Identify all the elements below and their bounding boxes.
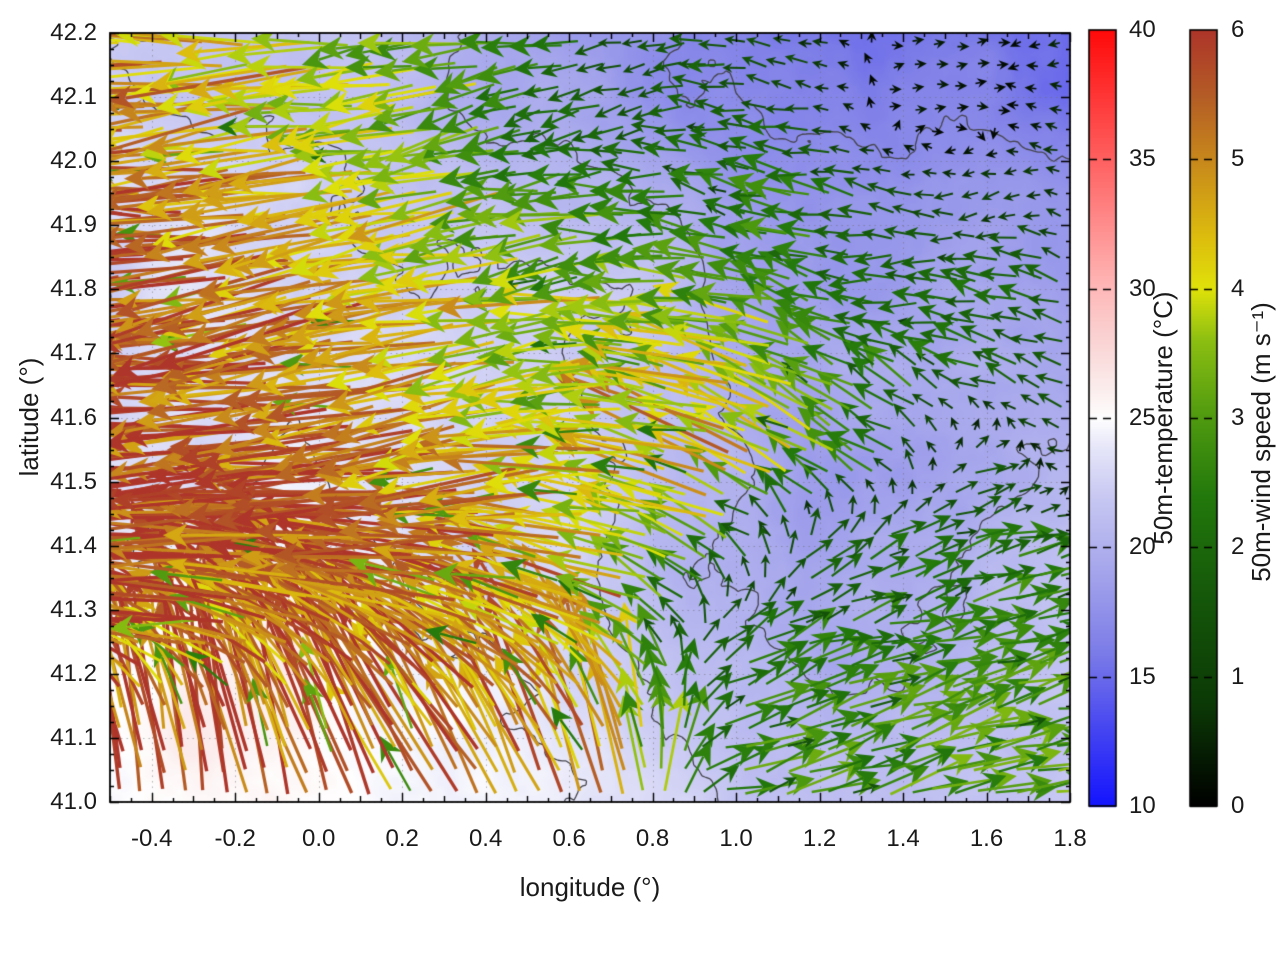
y-tick-label: 41.3 <box>50 595 97 623</box>
y-tick-label: 41.1 <box>50 723 97 751</box>
x-tick-label: 0.8 <box>635 825 670 852</box>
y-tick-label: 41.7 <box>50 339 97 367</box>
temperature-colorbar-tick-label: 30 <box>1129 274 1156 302</box>
y-tick-label: 41.6 <box>50 403 97 431</box>
x-tick-label: -0.2 <box>214 825 256 852</box>
y-axis-title: latitude (°) <box>14 357 44 477</box>
windspeed-colorbar-tick-label: 5 <box>1231 145 1245 173</box>
windspeed-colorbar-tick-label: 1 <box>1231 662 1245 690</box>
y-tick-label: 41.5 <box>50 467 97 495</box>
temperature-colorbar-tick-label: 40 <box>1129 16 1156 43</box>
temperature-colorbar-tick-label: 35 <box>1129 145 1156 173</box>
x-tick-label: 1.2 <box>802 825 837 852</box>
x-axis-title: longitude (°) <box>519 872 661 902</box>
y-tick-label: 41.8 <box>50 275 97 303</box>
y-tick-label: 41.4 <box>50 531 97 559</box>
windspeed-colorbar-tick-label: 0 <box>1231 792 1245 819</box>
windspeed-colorbar-tick-label: 6 <box>1231 16 1245 43</box>
windspeed-colorbar-tick-label: 3 <box>1231 404 1245 431</box>
x-tick-label: 1.8 <box>1053 825 1087 852</box>
x-tick-label: 0.4 <box>468 825 503 852</box>
temperature-colorbar-tick-label: 25 <box>1129 404 1156 431</box>
y-tick-label: 41.2 <box>50 659 97 687</box>
temperature-colorbar-tick-label: 15 <box>1129 662 1156 690</box>
windspeed-colorbar-title: 50m-wind speed (m s⁻¹) <box>1246 302 1276 582</box>
windspeed-colorbar-tick-label: 4 <box>1231 274 1245 302</box>
y-tick-label: 41.0 <box>50 788 97 815</box>
x-tick-label: 1.0 <box>719 825 753 852</box>
x-tick-label: -0.4 <box>131 825 173 852</box>
x-tick-label: 1.6 <box>969 825 1004 852</box>
windspeed-colorbar-tick-label: 2 <box>1231 533 1245 561</box>
x-tick-label: 0.6 <box>552 825 586 852</box>
temperature-colorbar-tick-label: 20 <box>1129 533 1156 561</box>
x-tick-label: 0.0 <box>302 825 336 852</box>
y-tick-label: 42.2 <box>50 19 97 46</box>
y-tick-label: 41.9 <box>50 211 97 239</box>
x-tick-label: 1.4 <box>886 825 920 852</box>
y-tick-label: 42.0 <box>50 147 97 175</box>
temperature-colorbar-tick-label: 10 <box>1129 792 1156 819</box>
x-tick-label: 0.2 <box>385 825 419 852</box>
y-tick-label: 42.1 <box>50 83 97 111</box>
